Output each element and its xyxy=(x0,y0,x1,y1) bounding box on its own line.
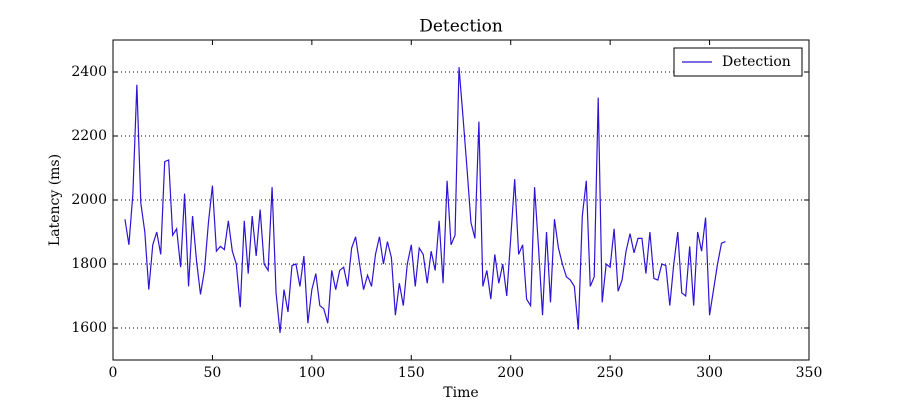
x-tick-label: 50 xyxy=(204,365,222,381)
y-tick-label: 1800 xyxy=(71,256,107,272)
x-tick-label: 0 xyxy=(109,365,118,381)
y-tick-label: 2400 xyxy=(71,64,107,80)
y-axis-label: Latency (ms) xyxy=(47,154,63,246)
y-tick-label: 2200 xyxy=(71,128,107,144)
legend-label: Detection xyxy=(722,54,791,70)
x-tick-label: 150 xyxy=(398,365,425,381)
legend: Detection xyxy=(673,47,803,77)
y-tick-label: 2000 xyxy=(71,192,107,208)
x-tick-label: 200 xyxy=(497,365,524,381)
x-tick-label: 300 xyxy=(696,365,723,381)
chart-title: Detection xyxy=(419,17,503,37)
x-tick-label: 100 xyxy=(298,365,325,381)
plot-frame xyxy=(112,39,810,361)
data-line xyxy=(124,67,726,333)
x-tick-label: 250 xyxy=(597,365,624,381)
x-axis-label: Time xyxy=(443,385,478,400)
x-tick-label: 350 xyxy=(796,365,823,381)
y-tick-label: 1600 xyxy=(71,320,107,336)
